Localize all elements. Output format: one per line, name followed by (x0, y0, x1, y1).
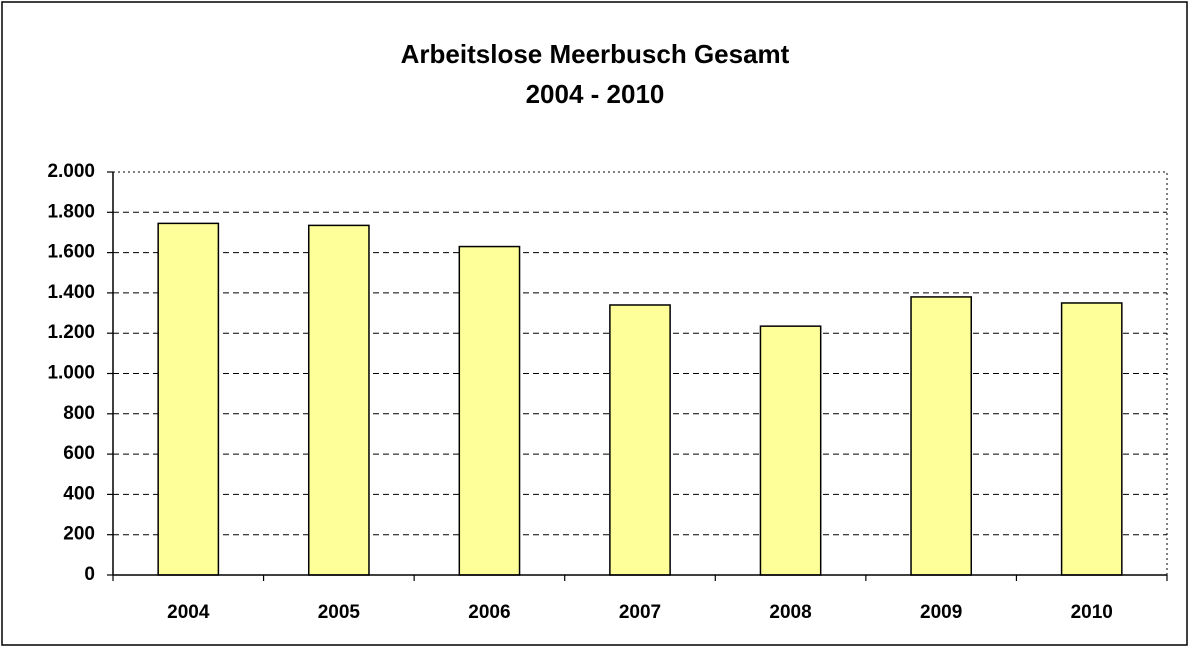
y-tick-label: 0 (84, 564, 95, 585)
chart-subtitle: 2004 - 2010 (526, 79, 665, 109)
x-tick-label: 2010 (1071, 602, 1113, 623)
bar (157, 222, 220, 576)
bar (307, 224, 370, 576)
x-tick-label: 2007 (619, 602, 661, 623)
bar (910, 296, 973, 576)
bar (458, 245, 521, 576)
x-tick-label: 2005 (318, 602, 361, 623)
y-tick-label: 800 (63, 403, 95, 424)
y-tick-label: 600 (63, 443, 95, 464)
x-tick-label: 2006 (468, 602, 510, 623)
x-tick-label: 2008 (769, 602, 811, 623)
bar (609, 304, 671, 576)
y-tick-label: 1.600 (47, 242, 95, 263)
y-tick-label: 1.000 (47, 363, 95, 384)
y-tick-label: 1.200 (47, 322, 95, 343)
x-tick-label: 2009 (920, 602, 962, 623)
bar (1060, 302, 1123, 576)
bar (759, 325, 822, 576)
chart-title: Arbeitslose Meerbusch Gesamt (401, 39, 790, 69)
y-tick-label: 200 (63, 524, 95, 545)
y-tick-label: 2.000 (47, 161, 95, 182)
y-tick-label: 1.400 (47, 282, 95, 303)
y-tick-label: 1.800 (47, 201, 95, 222)
x-tick-label: 2004 (167, 602, 210, 623)
y-tick-label: 400 (63, 483, 95, 504)
